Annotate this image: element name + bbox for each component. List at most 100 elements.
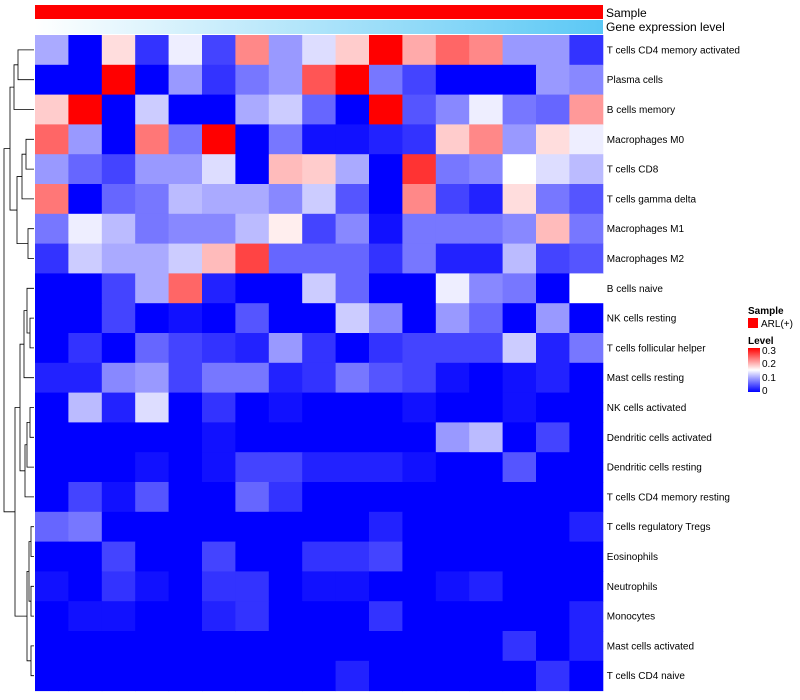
heatmap-cell (469, 452, 504, 483)
heatmap-cell (335, 243, 370, 274)
heatmap-cell (536, 362, 570, 394)
heatmap-cell (168, 601, 203, 632)
row-label: T cells CD8 (607, 165, 659, 176)
heatmap-cell (68, 303, 103, 334)
heatmap-cell (202, 392, 236, 423)
heatmap-cell (302, 243, 337, 274)
heatmap-cell (68, 482, 103, 513)
heatmap-cell (168, 303, 203, 334)
heatmap-cell (35, 35, 69, 66)
heatmap-cell (235, 631, 270, 662)
heatmap-cell (502, 154, 537, 185)
row-label: Dendritic cells activated (607, 433, 712, 444)
heatmap-cell (268, 571, 303, 602)
row-label: Macrophages M1 (607, 224, 685, 235)
heatmap-cell (68, 64, 103, 96)
heatmap-cell (135, 94, 170, 125)
heatmap-cell (335, 333, 370, 364)
heatmap-cell (369, 303, 403, 334)
heatmap-cell (435, 452, 470, 483)
heatmap-cell (369, 511, 403, 543)
heatmap-cell (135, 184, 170, 215)
heatmap-cell (302, 601, 337, 632)
row-label: Mast cells activated (607, 641, 694, 652)
heatmap-cell (101, 511, 136, 543)
heatmap-cell (302, 303, 337, 334)
heatmap-cell (168, 154, 203, 185)
heatmap-cell (135, 243, 170, 274)
heatmap-cell (435, 511, 470, 543)
legend-level-title: Level (748, 336, 774, 347)
heatmap-cell (35, 362, 69, 394)
heatmap-cell (135, 571, 170, 602)
heatmap-cell (569, 452, 604, 483)
heatmap-cell (335, 303, 370, 334)
row-label: T cells follicular helper (607, 343, 706, 354)
heatmap-cell (302, 511, 337, 543)
heatmap-cell (235, 541, 270, 572)
heatmap-cell (135, 64, 170, 96)
heatmap-cell (369, 213, 403, 245)
legend-sample-entry: ARL(+) (761, 319, 793, 330)
heatmap-cell (235, 64, 270, 96)
legend-tick-0: 0 (762, 386, 768, 397)
heatmap-cell (135, 124, 170, 155)
heatmap-cell (268, 333, 303, 364)
heatmap-cell (168, 631, 203, 662)
heatmap-cell (502, 124, 537, 155)
heatmap-cell (268, 303, 303, 334)
heatmap-cell (469, 362, 504, 394)
heatmap-cell (202, 124, 236, 155)
row-dendrogram (3, 49, 34, 677)
heatmap-cell (268, 154, 303, 185)
heatmap-cell (101, 184, 136, 215)
heatmap-cell (402, 631, 437, 662)
heatmap-cell (68, 571, 103, 602)
heatmap-cell (101, 273, 136, 304)
heatmap-cell (235, 333, 270, 364)
heatmap-cell (369, 571, 403, 602)
heatmap-cell (235, 303, 270, 334)
annotation-tracks: Sample Gene expression level (35, 5, 725, 34)
heatmap-cell (135, 273, 170, 304)
heatmap-cell (268, 392, 303, 423)
heatmap-cell (435, 660, 470, 692)
heatmap-cell (135, 333, 170, 364)
heatmap-cell (536, 273, 570, 304)
heatmap-cell (569, 601, 604, 632)
heatmap-cell (302, 482, 337, 513)
row-label: B cells memory (607, 105, 675, 116)
heatmap-cell (101, 631, 136, 662)
heatmap-cell (101, 422, 136, 453)
heatmap-cell (202, 511, 236, 543)
heatmap-cell (168, 273, 203, 304)
heatmap-cell (335, 541, 370, 572)
heatmap-cell (202, 601, 236, 632)
heatmap-cell (502, 333, 537, 364)
legend-tick-0.3: 0.3 (762, 346, 776, 357)
heatmap-cell (202, 243, 236, 274)
heatmap-cell (335, 273, 370, 304)
heatmap-cell (536, 571, 570, 602)
heatmap-cell (202, 571, 236, 602)
heatmap-cell (502, 541, 537, 572)
heatmap-cell (35, 660, 69, 692)
heatmap-cell (135, 362, 170, 394)
heatmap-cell (68, 660, 103, 692)
heatmap-cell (402, 124, 437, 155)
row-label: Macrophages M0 (607, 135, 685, 146)
heatmap-cell (502, 452, 537, 483)
heatmap-cell (68, 511, 103, 543)
heatmap-cell (536, 94, 570, 125)
heatmap-cell (35, 333, 69, 364)
heatmap-cell (435, 64, 470, 96)
heatmap-cell (101, 660, 136, 692)
heatmap-cell (335, 571, 370, 602)
heatmap-cell (135, 154, 170, 185)
heatmap-cell (435, 243, 470, 274)
heatmap-cell (35, 601, 69, 632)
heatmap-cell (402, 64, 437, 96)
heatmap-cell (101, 452, 136, 483)
heatmap-cell (402, 243, 437, 274)
heatmap-cell (402, 601, 437, 632)
